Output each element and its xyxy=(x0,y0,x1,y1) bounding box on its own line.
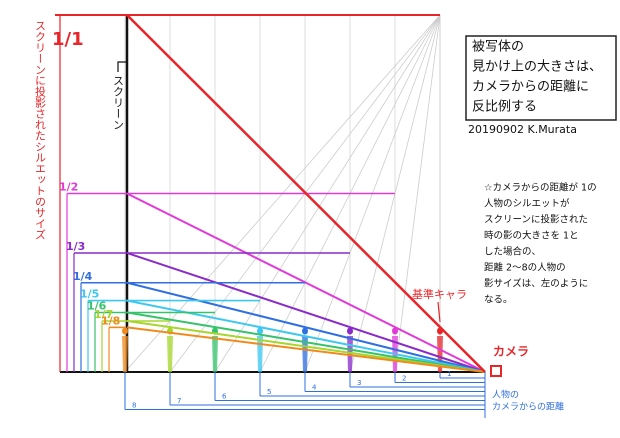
note-line: スクリーンに投影された xyxy=(484,214,588,226)
fraction-label: 1/4 xyxy=(73,270,93,283)
screen-label: スクリーン xyxy=(112,75,125,130)
title-line: 被写体の xyxy=(472,40,524,55)
screen-size-label: スクリーンに投影されたシルエットのサイズ xyxy=(34,20,47,240)
ray xyxy=(126,311,486,373)
ray xyxy=(126,192,486,373)
title-line: 見かけ上の大きさは、 xyxy=(472,60,602,75)
note-line: なる。 xyxy=(484,295,513,306)
person-body xyxy=(302,336,308,372)
reference-arrow xyxy=(437,301,441,323)
full-ray xyxy=(126,14,486,373)
title-line: カメラからの距離に xyxy=(472,80,589,95)
note-line: ☆カメラからの距離が 1の xyxy=(484,182,597,194)
distance-label: 2 xyxy=(402,375,406,383)
person-head xyxy=(392,327,398,335)
fraction-label: 1/3 xyxy=(66,240,85,253)
person-body xyxy=(122,336,128,372)
distance-label: 6 xyxy=(222,393,227,401)
author: 20190902 K.Murata xyxy=(468,123,577,136)
fraction-label: 1/7 xyxy=(94,308,113,321)
fan-line xyxy=(394,14,441,373)
distance-label: 3 xyxy=(357,379,361,387)
person-head xyxy=(257,327,263,335)
ray xyxy=(126,281,486,373)
note-line: 人物のシルエットが xyxy=(484,198,570,210)
person-body xyxy=(212,336,218,372)
person-head xyxy=(302,327,308,335)
person-body xyxy=(257,336,263,372)
ray xyxy=(126,252,486,373)
note-line: した場合の、 xyxy=(484,246,541,258)
note-line: 距離 2～8の人物の xyxy=(484,262,566,274)
person-head xyxy=(347,327,353,335)
fraction-label: 1/5 xyxy=(80,288,99,301)
note-line: 時の影の大きさを 1と xyxy=(484,230,579,242)
fraction-label: 1/1 xyxy=(52,29,84,50)
distance-label: 7 xyxy=(177,397,181,405)
fraction-label: 1/8 xyxy=(101,314,120,327)
distance-caption: 人物の xyxy=(492,389,519,401)
distance-label: 8 xyxy=(132,402,136,410)
note-line: 影サイズは、左のように xyxy=(484,278,588,290)
camera-icon xyxy=(490,365,502,377)
screen-arrow xyxy=(117,61,128,72)
reference-label: 基準キャラ xyxy=(412,287,467,301)
distance-label: 5 xyxy=(267,388,271,396)
distance-caption: カメラからの距離 xyxy=(492,401,564,413)
fraction-label: 1/2 xyxy=(59,181,78,194)
person-body xyxy=(167,336,173,372)
camera-label: カメラ xyxy=(493,345,529,359)
ray xyxy=(126,326,486,373)
person-head xyxy=(122,327,128,335)
distance-label: 1 xyxy=(447,370,451,378)
fraction-label: 1/6 xyxy=(87,300,107,313)
title-box xyxy=(465,35,617,121)
ray xyxy=(126,320,486,373)
title-line: 反比例する xyxy=(472,100,537,115)
distance-label: 4 xyxy=(312,384,317,392)
